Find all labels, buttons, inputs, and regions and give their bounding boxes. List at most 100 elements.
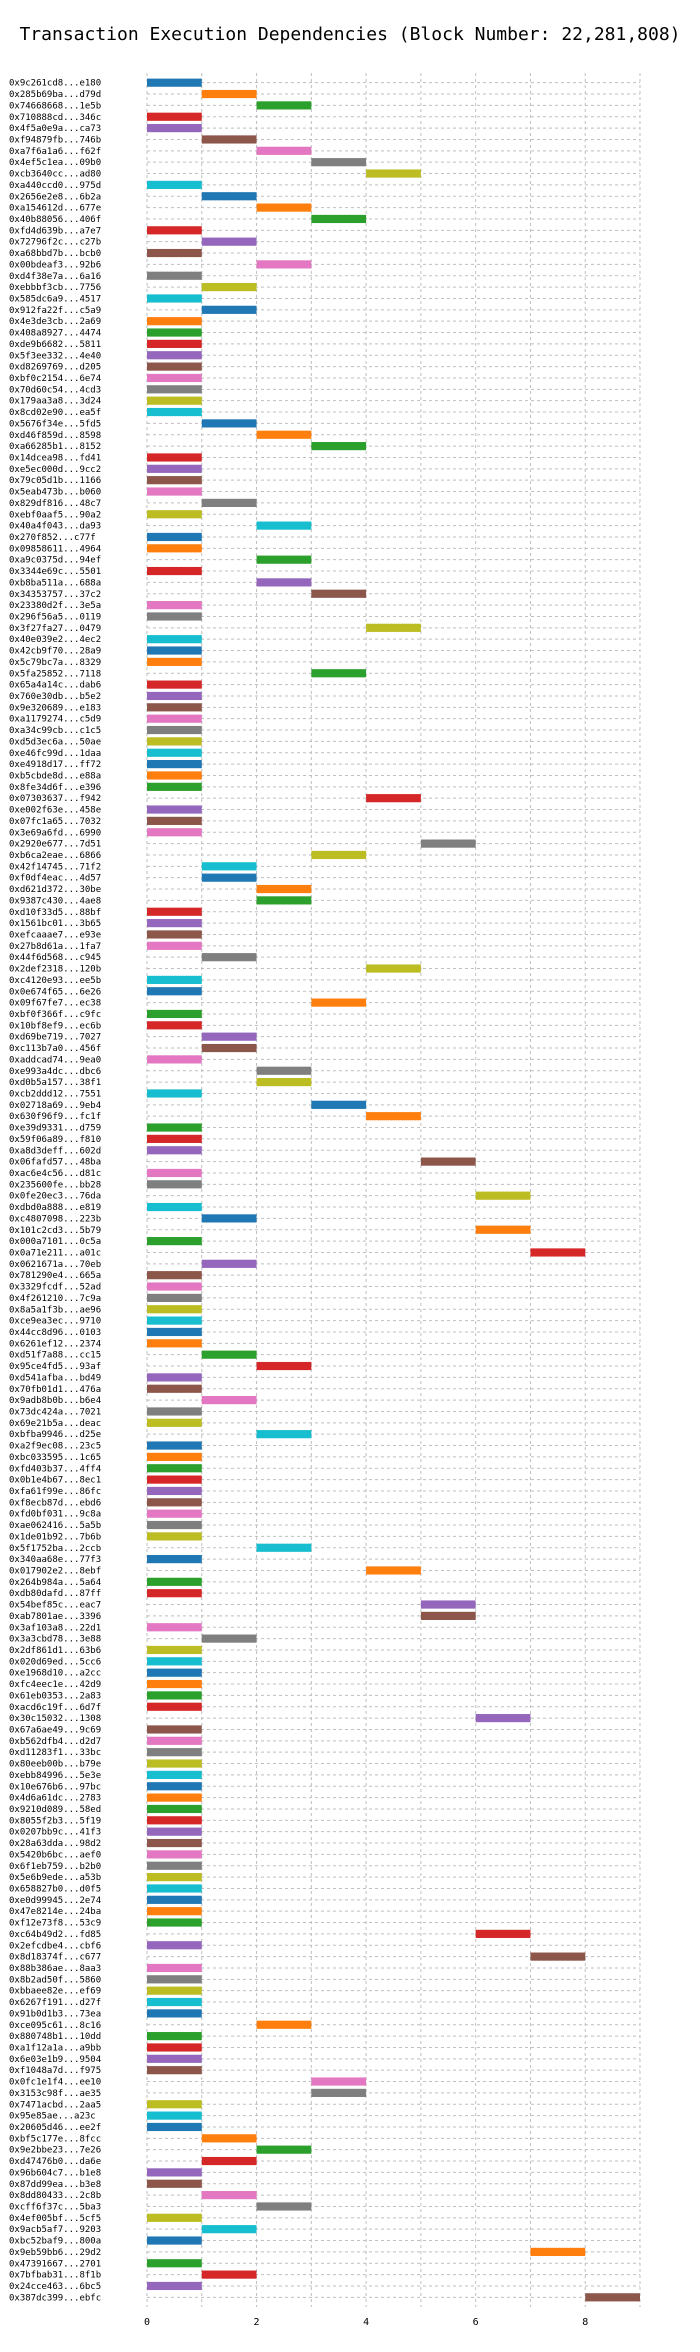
transaction-label: 0x42cb9f70...28a9 — [9, 647, 101, 657]
dependency-bar — [147, 1748, 202, 1757]
dependency-bar — [256, 896, 312, 905]
transaction-label: 0x95e85ae...a23c — [9, 2112, 96, 2122]
dependency-bar — [147, 782, 202, 791]
dependency-bar — [147, 657, 202, 666]
transaction-label: 0x8fe34d6f...e396 — [9, 783, 101, 793]
transaction-label: 0xdb80dafd...87ff — [9, 1589, 101, 1599]
transaction-label: 0xd0b5a157...38f1 — [9, 1078, 101, 1088]
transaction-label: 0x8055f2b3...5f19 — [9, 1816, 101, 1826]
transaction-label: 0xd47476b0...da6e — [9, 2157, 101, 2167]
transaction-label: 0x9210d089...58ed — [9, 1805, 101, 1815]
transaction-label: 0x14dcea98...fd41 — [9, 453, 101, 463]
dependency-bar — [147, 1816, 202, 1825]
transaction-label: 0x270f852...c77f — [9, 533, 96, 543]
transaction-label: 0xa9c0375d...94ef — [9, 556, 101, 566]
transaction-label: 0x54bef85c...eac7 — [9, 1601, 101, 1611]
dependency-bar — [147, 1452, 202, 1461]
dependency-bar — [201, 1032, 257, 1041]
transaction-label: 0x3329fcdf...52ad — [9, 1283, 101, 1293]
transaction-label: 0x4e3de3cb...2a69 — [9, 317, 101, 327]
dependency-bar — [311, 214, 367, 224]
dependency-bar — [147, 1657, 202, 1666]
dependency-bar — [147, 407, 202, 417]
transaction-label: 0xb8ba511a...688a — [9, 578, 101, 588]
dependency-bar — [256, 578, 312, 587]
transaction-label: 0x2efcdbe4...cbf6 — [9, 1941, 101, 1951]
dependency-bar — [475, 1191, 531, 1200]
transaction-label: 0x2920e677...7d51 — [9, 840, 101, 850]
transaction-label: 0x10bf8ef9...ec6b — [9, 1021, 101, 1031]
dependency-bar — [147, 351, 202, 360]
dependency-bar — [201, 305, 257, 314]
transaction-label: 0x24cce463...6bc5 — [9, 2282, 101, 2292]
dependency-bar — [256, 1543, 312, 1552]
transaction-label: 0x34353757...37c2 — [9, 590, 101, 600]
dependency-bar — [147, 691, 202, 701]
dependency-bar — [147, 248, 202, 258]
transaction-label: 0xfd0bf031...9c8a — [9, 1510, 101, 1520]
dependency-bar — [256, 555, 312, 564]
dependency-bar — [147, 1555, 202, 1564]
transaction-label: 0x5c79bc7a...8329 — [9, 658, 101, 668]
transaction-label: 0x79c05d1b...1166 — [9, 476, 101, 486]
dependency-bar — [147, 1327, 202, 1337]
transaction-label: 0xde9b6682...5811 — [9, 340, 101, 350]
transaction-label: 0x017902e2...8ebf — [9, 1566, 101, 1576]
dependency-bar — [147, 1305, 202, 1314]
dependency-bar — [147, 1237, 202, 1246]
transaction-label: 0x40b88056...406f — [9, 215, 101, 225]
x-tick-label: 0 — [144, 2317, 150, 2328]
dependency-bar — [147, 1782, 202, 1791]
transaction-label: 0x296f56a5...0119 — [9, 612, 101, 622]
dependency-bar — [147, 2054, 202, 2063]
transaction-label: 0x9acb5af7...9203 — [9, 2225, 101, 2235]
transaction-label: 0x73dc424a...7021 — [9, 1407, 101, 1417]
dependency-bar — [147, 1339, 202, 1348]
dependency-bar — [147, 646, 202, 655]
dependency-bar — [147, 2111, 202, 2120]
transaction-label: 0x47391667...2701 — [9, 2259, 101, 2269]
dependency-bar — [366, 623, 421, 632]
transaction-label: 0x0207bb9c...41f3 — [9, 1828, 101, 1838]
dependency-bar — [147, 1668, 202, 1677]
transaction-label: 0xfa61f99e...86fc — [9, 1487, 101, 1497]
dependency-bar — [147, 1134, 202, 1143]
dependency-bar — [147, 1759, 202, 1768]
dependency-bar — [147, 373, 202, 383]
transaction-label: 0x67a6ae49...9c69 — [9, 1725, 101, 1735]
dependency-bar — [147, 1793, 202, 1802]
dependency-bar — [147, 1021, 202, 1030]
dependency-bar — [147, 1691, 202, 1700]
dependency-bar — [147, 601, 202, 610]
transaction-label: 0x5f1752ba...2ccb — [9, 1544, 101, 1554]
transaction-label: 0x70fb01d1...476a — [9, 1385, 101, 1395]
transaction-label: 0xa2f9ec08...23c5 — [9, 1442, 101, 1452]
x-tick-label: 6 — [473, 2317, 479, 2328]
dependency-bar — [147, 271, 202, 280]
transaction-label: 0x4f261210...7c9a — [9, 1294, 101, 1304]
dependency-bar — [256, 1078, 312, 1087]
transaction-label: 0x6f1eb759...b2b0 — [9, 1862, 101, 1872]
transaction-label: 0xa8d3deff...602d — [9, 1146, 101, 1156]
transaction-label: 0x9e2bbe23...7e26 — [9, 2146, 101, 2156]
dependency-bar — [147, 1441, 202, 1450]
dependency-bar — [147, 1282, 202, 1291]
dependency-bar — [147, 453, 202, 462]
dependency-bar — [475, 1929, 531, 1938]
dependency-bar — [366, 794, 421, 803]
transaction-label: 0xe993a4dc...dbc6 — [9, 1067, 101, 1077]
transaction-label: 0x829df816...48c7 — [9, 499, 101, 509]
transaction-label: 0x781290e4...665a — [9, 1271, 101, 1281]
transaction-label: 0x285b69ba...d79d — [9, 90, 101, 100]
dependency-bar — [311, 998, 367, 1007]
transaction-label: 0x5676f34e...5fd5 — [9, 419, 101, 429]
dependency-bar — [201, 1043, 257, 1053]
transaction-label: 0x47e8214e...24ba — [9, 1907, 101, 1917]
dependency-bar — [147, 748, 202, 757]
transaction-label: 0x7bfbab31...8f1b — [9, 2271, 101, 2281]
transaction-label: 0x69e21b5a...deac — [9, 1419, 101, 1429]
transaction-label: 0xd11283f1...33bc — [9, 1748, 101, 1758]
dependency-bar — [147, 1498, 202, 1507]
transaction-label: 0x9adb8b0b...b6e4 — [9, 1396, 101, 1406]
